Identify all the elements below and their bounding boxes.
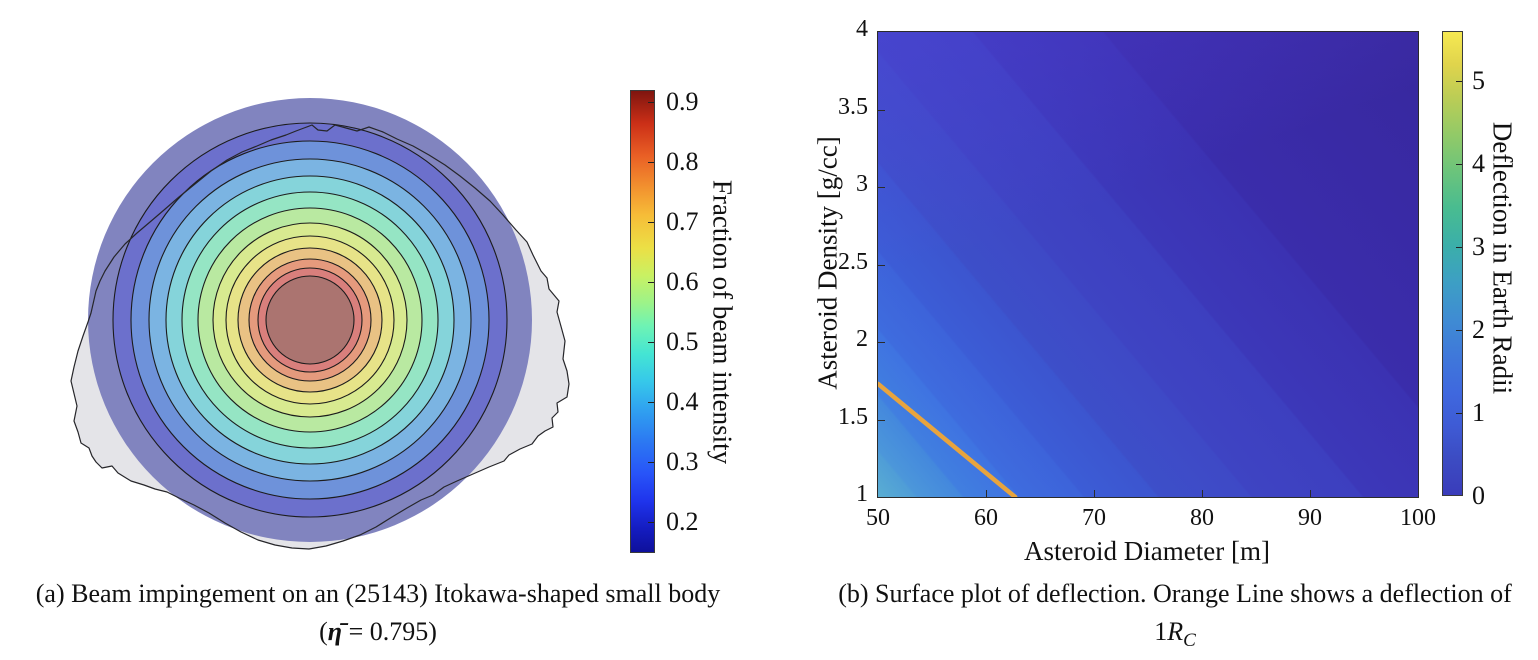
- colorbar-a-tick-label: 0.2: [666, 507, 699, 536]
- colorbar-b-tick-mark: [1456, 247, 1462, 248]
- colorbar-a-tick-mark: [648, 342, 654, 343]
- colorbar-b-tick-label: 0: [1472, 481, 1485, 510]
- caption-a-line2: (η̄ = 0.795): [20, 613, 736, 651]
- colorbar-a-tick-label: 0.4: [666, 387, 699, 416]
- caption-a-line1: (a) Beam impingement on an (25143) Itoka…: [35, 579, 721, 608]
- beam-contour-plot: [70, 98, 570, 550]
- x-axis-tick-label: 100: [1400, 505, 1436, 531]
- y-axis-tick-label: 1.5: [838, 403, 868, 430]
- x-axis-tick-mark: [1202, 490, 1203, 497]
- colorbar-a-tick-mark: [648, 462, 654, 463]
- x-axis-tick-mark: [986, 490, 987, 497]
- x-axis-tick-label: 90: [1298, 505, 1322, 531]
- y-axis-tick-mark: [878, 109, 885, 111]
- caption-a-eta-symbol: η̄: [327, 617, 343, 646]
- colorbar-a-tick-mark: [648, 282, 654, 283]
- one-earth-radius-deflection-line: [878, 381, 1018, 497]
- colorbar-a-tick-label: 0.7: [666, 207, 699, 236]
- x-axis-tick-label: 50: [866, 505, 890, 531]
- colorbar-b-tick-label: 1: [1472, 398, 1485, 427]
- caption-b-line1: (b) Surface plot of deflection. Orange L…: [838, 579, 1512, 608]
- y-axis-tick-mark: [878, 264, 885, 266]
- y-axis-tick-label: 2: [856, 326, 868, 352]
- y-axis-label: Asteroid Density [g/cc]: [812, 136, 843, 390]
- colorbar-a-tick-label: 0.6: [666, 267, 699, 296]
- y-axis-tick-label: 3: [856, 171, 868, 197]
- colorbar-a-tick-label: 0.9: [666, 87, 699, 116]
- x-axis-label: Asteroid Diameter [m]: [1024, 536, 1270, 566]
- caption-b-radius-symbol: R: [1167, 617, 1184, 646]
- colorbar-b-tick-mark: [1456, 413, 1462, 414]
- y-axis-tick-label: 4: [856, 16, 868, 42]
- colorbar-a-tick-mark: [648, 402, 654, 403]
- deflection-surface-plot: 50 60 70 80 90 100 1 1.5 2 2.5 3 3.5 4: [838, 16, 1436, 531]
- y-axis-tick-label: 3.5: [838, 93, 868, 120]
- y-axis-tick-mark: [878, 187, 885, 188]
- colorbar-a-tick-mark: [648, 222, 654, 223]
- colorbar-b-tick-label: 2: [1472, 315, 1485, 344]
- y-axis-tick-label: 2.5: [838, 248, 868, 275]
- colorbar-a-tick-mark: [648, 522, 654, 523]
- y-axis-tick-mark: [878, 342, 885, 343]
- colorbar-b-tick-label: 4: [1472, 149, 1485, 178]
- caption-a-paren-open: (: [319, 617, 328, 646]
- colorbar-b-tick-mark: [1456, 81, 1462, 82]
- caption-a: (a) Beam impingement on an (25143) Itoka…: [20, 575, 736, 651]
- caption-b: (b) Surface plot of deflection. Orange L…: [822, 575, 1528, 651]
- caption-b-radius-subscript: C: [1183, 630, 1196, 652]
- caption-b-coefficient: 1: [1154, 617, 1168, 646]
- colorbar-b-tick-mark: [1456, 330, 1462, 331]
- colorbar-a-tick-label: 0.5: [666, 327, 699, 356]
- colorbar-a-tick-label: 0.3: [666, 447, 699, 476]
- y-axis-tick-label: 1: [856, 481, 868, 507]
- colorbar-a-tick-label: 0.8: [666, 147, 699, 176]
- x-axis-tick-label: 60: [974, 505, 998, 531]
- y-axis-tick-mark: [878, 419, 885, 421]
- asteroid-silhouette-outline: [70, 124, 570, 550]
- iso-deflection-overlay: [878, 381, 1018, 497]
- colorbar-a: [630, 90, 655, 553]
- colorbar-b-tick-label: 3: [1472, 232, 1485, 261]
- colorbar-b-label: Deflection in Earth Radii: [1487, 121, 1518, 395]
- x-axis-tick-mark: [1094, 490, 1095, 497]
- x-axis-tick-label: 70: [1082, 505, 1106, 531]
- x-axis-tick-mark: [1310, 490, 1311, 497]
- colorbar-b-tick-mark: [1456, 164, 1462, 165]
- beam-contour-band: [265, 275, 355, 365]
- colorbar-b: [1442, 31, 1463, 496]
- colorbar-a-tick-mark: [648, 162, 654, 163]
- colorbar-a-tick-mark: [648, 102, 654, 103]
- colorbar-b-tick-label: 5: [1472, 66, 1485, 95]
- x-axis-tick-label: 80: [1190, 505, 1214, 531]
- caption-a-eta-value: = 0.795): [342, 617, 437, 646]
- colorbar-a-label: Fraction of beam intensity: [707, 179, 738, 465]
- caption-b-line2: 1RC: [822, 613, 1528, 651]
